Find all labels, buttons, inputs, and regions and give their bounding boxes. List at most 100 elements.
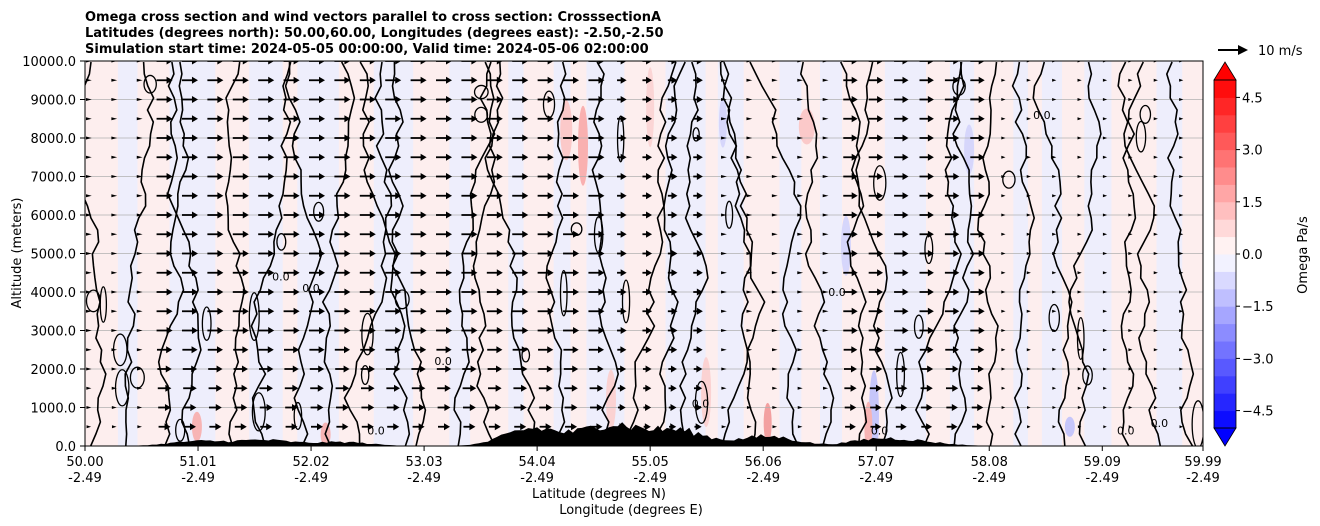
- wind-vector-head: [1153, 232, 1158, 236]
- wind-vector: [258, 115, 275, 123]
- wind-vector-head: [446, 173, 453, 180]
- wind-vector-head: [797, 271, 804, 275]
- wind-vector: [111, 406, 117, 409]
- wind-vector-head: [671, 61, 678, 65]
- wind-vector: [822, 271, 829, 275]
- wind-vector: [588, 346, 605, 354]
- wind-vector-head: [746, 290, 753, 294]
- wind-vector-head: [822, 309, 829, 313]
- wind-vector: [111, 78, 118, 82]
- wind-vector: [822, 155, 829, 159]
- wind-vector-head: [1128, 309, 1133, 313]
- colorbar-level: [1214, 114, 1236, 133]
- wind-vector-head: [369, 192, 376, 200]
- zero-contour-line: [321, 61, 356, 446]
- wind-vector: [970, 307, 985, 315]
- wind-vector: [359, 250, 376, 257]
- wind-vector-head: [1153, 213, 1158, 217]
- wind-vector-head: [217, 76, 224, 84]
- wind-vector-head: [395, 134, 402, 142]
- wind-vector: [538, 346, 554, 354]
- wind-vector-head: [598, 76, 605, 84]
- wind-vector-head: [771, 232, 778, 236]
- wind-vector: [822, 348, 829, 352]
- wind-vector: [588, 173, 605, 180]
- wind-vector: [156, 346, 173, 354]
- wind-vector: [461, 192, 478, 200]
- wind-vector: [971, 404, 984, 411]
- wind-vector: [797, 348, 803, 352]
- wind-vector: [588, 76, 605, 84]
- wind-vector-head: [241, 365, 248, 373]
- wind-vector-head: [952, 365, 959, 373]
- wind-vector: [844, 404, 857, 411]
- wind-vector-head: [369, 269, 376, 277]
- wind-vector-head: [191, 173, 198, 180]
- wind-vector: [136, 98, 143, 101]
- wind-vector: [970, 153, 985, 161]
- wind-vector-head: [927, 134, 934, 142]
- wind-vector: [797, 232, 804, 236]
- wind-vector-head: [1001, 290, 1006, 294]
- wind-vector: [461, 61, 478, 65]
- wind-vector-head: [721, 136, 727, 140]
- wind-vector-head: [953, 269, 960, 277]
- wind-vector-head: [521, 365, 528, 373]
- wind-vector-head: [1001, 213, 1006, 217]
- wind-vector: [436, 365, 452, 373]
- wind-vector: [411, 346, 427, 354]
- wind-vector: [410, 96, 427, 103]
- wind-vector-head: [1153, 98, 1158, 101]
- wind-vector: [410, 250, 427, 257]
- wind-vector-head: [1026, 98, 1031, 101]
- wind-vector-head: [217, 153, 224, 161]
- wind-vector: [537, 288, 554, 296]
- wind-vector: [136, 136, 143, 140]
- wind-vector-head: [902, 134, 909, 142]
- wind-vector-head: [136, 213, 143, 217]
- wind-vector-head: [546, 404, 553, 411]
- x-tick-label-lat: 53.03: [405, 455, 442, 470]
- wind-vector: [111, 155, 118, 159]
- wind-vector-head: [191, 269, 198, 277]
- colorbar-extend-min: [1213, 427, 1237, 447]
- wind-vector: [894, 346, 909, 354]
- wind-vector-head: [342, 423, 349, 431]
- wind-vector-head: [670, 404, 677, 411]
- wind-vector-head: [1077, 406, 1082, 409]
- wind-vector-head: [395, 153, 402, 161]
- wind-vector: [359, 96, 376, 103]
- wind-vector: [411, 384, 426, 392]
- wind-vector-head: [85, 309, 92, 313]
- wind-vector-head: [953, 96, 960, 103]
- wind-vector: [894, 61, 909, 65]
- wind-vector-head: [1153, 290, 1158, 294]
- wind-vector: [588, 327, 605, 334]
- wind-vector-head: [822, 367, 829, 371]
- wind-vector: [1153, 98, 1158, 101]
- wind-vector-head: [446, 96, 453, 103]
- wind-vector-head: [877, 327, 884, 334]
- wind-vector-head: [1102, 309, 1108, 313]
- wind-vector: [721, 290, 727, 294]
- wind-vector-head: [721, 232, 727, 236]
- wind-vector: [283, 76, 300, 84]
- wind-vector: [721, 78, 727, 82]
- wind-vector: [335, 365, 350, 373]
- wind-vector: [1026, 117, 1031, 121]
- wind-vector-head: [268, 61, 275, 65]
- wind-vector-head: [901, 404, 908, 411]
- wind-vector: [771, 136, 778, 140]
- wind-vector: [945, 384, 959, 392]
- closed-contour: [1135, 120, 1147, 153]
- wind-vector: [181, 134, 198, 142]
- wind-vector-head: [369, 365, 376, 373]
- wind-vector: [486, 153, 503, 161]
- wind-vector-head: [1128, 175, 1133, 178]
- wind-vector: [617, 288, 627, 296]
- zero-contour-line: [679, 61, 709, 446]
- wind-vector: [721, 367, 727, 371]
- colorbar: −4.5−3.0−1.50.01.53.04.5: [1213, 61, 1274, 447]
- wind-vector-head: [344, 307, 351, 315]
- wind-vector-head: [547, 327, 554, 334]
